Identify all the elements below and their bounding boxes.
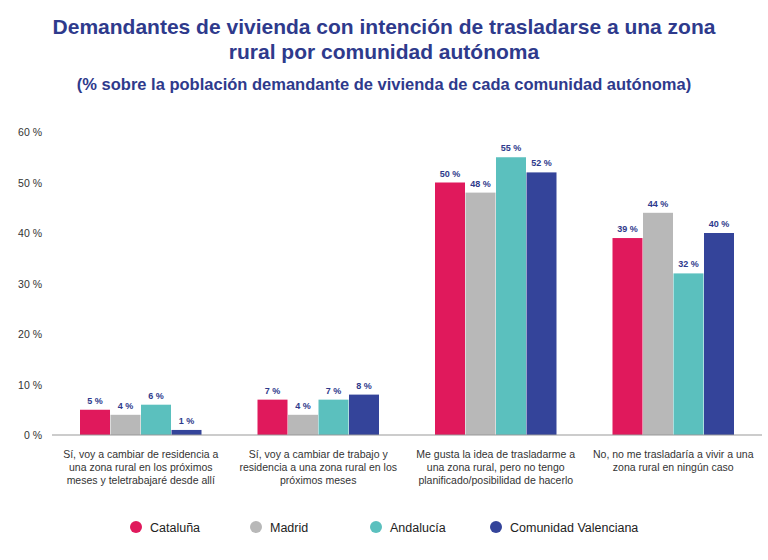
bar xyxy=(319,400,349,435)
category-label-line: residencia a una zona rural en los xyxy=(239,461,397,473)
bar xyxy=(496,157,526,435)
data-label: 39 % xyxy=(617,224,638,234)
category-label-line: meses y teletrabajaré desde allí xyxy=(67,474,215,486)
bar xyxy=(704,233,734,435)
y-tick-label: 0 % xyxy=(24,429,42,441)
bar xyxy=(527,172,557,435)
legend-swatch xyxy=(490,521,502,533)
category-label-line: una zona rural, pero no tengo xyxy=(427,461,565,473)
legend-swatch xyxy=(250,521,262,533)
bar xyxy=(172,430,202,435)
data-label: 7 % xyxy=(265,386,281,396)
subtitle: (% sobre la población demandante de vivi… xyxy=(77,75,691,93)
category-label: Sí, voy a cambiar de residencia auna zon… xyxy=(63,448,218,486)
bar xyxy=(674,273,704,435)
category-label: No, no me trasladaría a vivir a unazona … xyxy=(593,448,754,473)
category-label-line: zona rural en ningún caso xyxy=(613,461,734,473)
data-label: 44 % xyxy=(648,199,669,209)
category-label: Sí, voy a cambiar de trabajo yresidencia… xyxy=(239,448,397,486)
data-label: 8 % xyxy=(356,381,372,391)
category-label: Me gusta la idea de trasladarme auna zon… xyxy=(416,448,575,486)
title-line: rural por comunidad autónoma xyxy=(229,40,540,63)
y-tick-label: 30 % xyxy=(18,278,42,290)
bars xyxy=(80,157,734,435)
bar xyxy=(466,193,496,435)
category-label-line: No, no me trasladaría a vivir a una xyxy=(593,448,754,460)
data-label: 1 % xyxy=(179,416,195,426)
data-label: 52 % xyxy=(531,158,552,168)
bar xyxy=(258,400,288,435)
data-label: 55 % xyxy=(501,143,522,153)
bar xyxy=(288,415,318,435)
legend-label: Cataluña xyxy=(150,521,200,535)
legend-swatch xyxy=(370,521,382,533)
data-label: 4 % xyxy=(295,401,311,411)
category-label-line: próximos meses xyxy=(280,474,356,486)
y-tick-label: 20 % xyxy=(18,328,42,340)
legend-label: Comunidad Valenciana xyxy=(510,521,638,535)
y-tick-label: 40 % xyxy=(18,227,42,239)
chart: Demandantes de vivienda con intención de… xyxy=(0,0,768,560)
subtitle-line: (% sobre la población demandante de vivi… xyxy=(77,75,691,93)
data-label: 4 % xyxy=(118,401,134,411)
legend-swatch xyxy=(130,521,142,533)
bar xyxy=(643,213,673,435)
category-label-line: Sí, voy a cambiar de trabajo y xyxy=(249,448,389,460)
category-label-line: Sí, voy a cambiar de residencia a xyxy=(63,448,218,460)
category-label-line: una zona rural en los próximos xyxy=(69,461,213,473)
data-label: 6 % xyxy=(148,391,164,401)
bar xyxy=(80,410,110,435)
bar xyxy=(613,238,643,435)
data-label: 50 % xyxy=(440,169,461,179)
y-tick-label: 60 % xyxy=(18,126,42,138)
data-label: 32 % xyxy=(678,259,699,269)
legend-label: Madrid xyxy=(270,521,308,535)
title: Demandantes de vivienda con intención de… xyxy=(53,15,716,63)
legend-label: Andalucía xyxy=(390,521,446,535)
baseline xyxy=(52,435,762,436)
data-label: 7 % xyxy=(326,386,342,396)
title-line: Demandantes de vivienda con intención de… xyxy=(53,15,716,38)
category-label-line: planificado/posibilidad de hacerlo xyxy=(418,474,573,486)
bar xyxy=(435,183,465,436)
y-tick-label: 10 % xyxy=(18,379,42,391)
data-label: 5 % xyxy=(87,396,103,406)
data-label: 48 % xyxy=(470,179,491,189)
category-label-line: Me gusta la idea de trasladarme a xyxy=(416,448,575,460)
data-label: 40 % xyxy=(709,219,730,229)
bar xyxy=(111,415,141,435)
bar xyxy=(349,395,379,435)
y-tick-label: 50 % xyxy=(18,177,42,189)
bar xyxy=(141,405,171,435)
